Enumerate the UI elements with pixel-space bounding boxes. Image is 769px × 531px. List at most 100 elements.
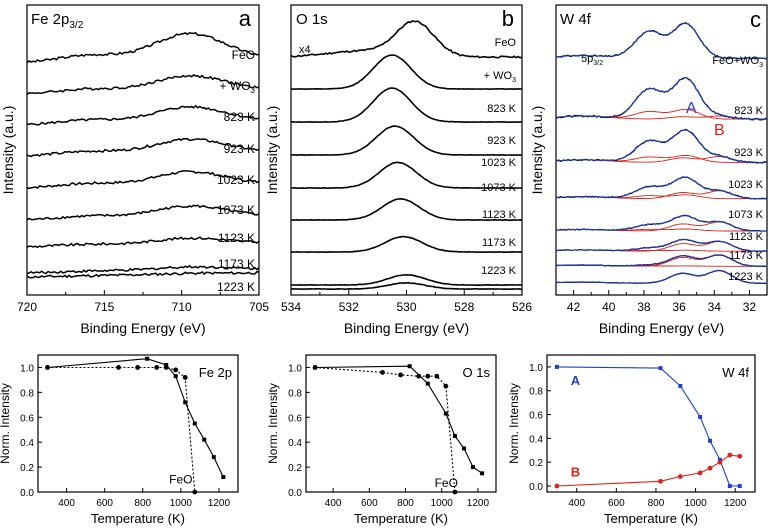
panel-c-series-label: 1023 K (728, 179, 764, 191)
trend-fe-ytick-label: 1.0 (20, 363, 34, 374)
trend-fe-point-FeO (45, 365, 50, 370)
panel-c-title: W 4f (560, 11, 592, 28)
trend-o-point-solid (443, 411, 448, 416)
panel-a-spectrum-8 (26, 271, 260, 279)
panel-c-envelope-4 (556, 215, 767, 232)
trend-fe-point-solid (211, 455, 216, 460)
trend-o-point-solid (407, 364, 412, 369)
trend-o-point-FeO (312, 365, 318, 370)
trend-w-xtick-label: 1000 (684, 498, 707, 509)
panel-c-ylabel: Intensity (a.u.) (529, 106, 545, 195)
panel-c-envelope-6 (556, 254, 767, 267)
trend-fe-line-solid (47, 358, 224, 478)
trend-w-point-B (717, 459, 723, 465)
trend-fe-xtick-label: 600 (96, 498, 113, 509)
panel-a-spectrum-3 (26, 137, 260, 158)
trend-o-xtick-label: 1200 (467, 498, 490, 509)
trend-o-point-solid (471, 465, 476, 470)
trend-fe-ytick-label: 0.4 (20, 438, 34, 449)
panel-b-spectrum-7 (291, 273, 523, 287)
panel-c-envelope-7 (556, 269, 767, 284)
trend-w-ylabel: Norm. Intensity (507, 383, 521, 464)
trend-w-ytick-label: 1.0 (529, 363, 543, 374)
panel-b-series-label: + WO3 (484, 70, 516, 84)
trend-fe-ytick-label: 0.0 (20, 488, 34, 499)
trend-w-point-B (554, 483, 560, 489)
panel-c-xtick-label: 36 (672, 300, 686, 314)
trend-fe-point-FeO (173, 367, 179, 373)
trend-w-point-B (737, 453, 743, 459)
trend-fe-ytick-label: 0.2 (20, 463, 34, 474)
trend-fe-point-solid (192, 421, 197, 426)
panel-b-spectrum-6 (290, 235, 523, 254)
trend-o-ylabel: Norm. Intensity (266, 383, 280, 464)
panel-b-series-label: 1023 K (481, 157, 517, 169)
trend-o-xtick-label: 1000 (431, 498, 454, 509)
panel-c-xlabel: Binding Energy (eV) (599, 320, 724, 336)
trend-o-point-FeO (416, 373, 422, 379)
panel-c-series-label: 1173 K (729, 250, 764, 262)
trend-fe-point-solid (145, 356, 150, 361)
trend-w-point-A (678, 383, 683, 388)
panel-b-spectrum-5 (290, 197, 523, 222)
panel-c-series-label: 823 K (734, 105, 763, 117)
trend-w-xtick-label: 400 (568, 498, 585, 509)
trend-w-point-B (727, 452, 733, 458)
panel-b-xtick-label: 528 (454, 300, 474, 314)
trend-fe-point-FeO (135, 365, 141, 370)
panel-b-series-label: 1123 K (482, 209, 517, 221)
trend-o-xtick-label: 600 (361, 498, 378, 509)
trend-w-line-A (556, 366, 740, 487)
trend-o-point-FeO (425, 373, 431, 379)
trend-fe-xtick-label: 1000 (170, 498, 193, 509)
panel-a-xlabel: Binding Energy (eV) (80, 320, 205, 336)
panel-c-xtick-label: 32 (743, 300, 757, 314)
trend-w-point-B (658, 478, 663, 484)
trend-w-point-B (707, 465, 713, 471)
trend-o-ytick-label: 0.0 (288, 488, 302, 499)
trend-fe-ytick-label: 0.8 (20, 388, 34, 399)
trend-o-point-FeO (398, 372, 404, 378)
trend-o-point-FeO (380, 370, 385, 375)
panel-c-envelope-2 (556, 129, 767, 163)
trend-fe-point-solid (173, 374, 178, 379)
panel-b-title: O 1s (296, 11, 328, 28)
trend-fe-point-FeO (163, 365, 169, 370)
trend-o-point-solid (425, 381, 430, 386)
trend-o-point-solid (480, 471, 485, 476)
trend-w-xtick-label: 1200 (724, 498, 747, 509)
trend-o-xtick-label: 800 (397, 498, 414, 509)
trend-w-annotation-A: A (571, 373, 581, 388)
panel-b-spectrum-2 (290, 87, 523, 124)
trend-fe-ytick-label: 0.6 (20, 413, 34, 424)
trend-w-ytick-label: 0.0 (529, 482, 543, 493)
trend-o-ytick-label: 0.8 (288, 388, 302, 399)
trend-w-xtick-label: 800 (648, 498, 665, 509)
panel-c-xtick-label: 42 (567, 300, 581, 314)
trend-w-point-A (658, 366, 663, 371)
panel-b-spectrum-0 (290, 20, 523, 59)
trend-fe-frame (37, 354, 239, 493)
panel-c-annotation-B: B (714, 122, 725, 139)
trend-w-xlabel: Temperature (K) (604, 511, 698, 526)
trend-w-xtick-label: 600 (608, 498, 625, 509)
trend-fe-xtick-label: 1200 (208, 498, 231, 509)
panel-a-ylabel: Intensity (a.u.) (0, 106, 16, 195)
panel-a-spectrum-5 (26, 204, 260, 221)
panel-c-xtick-label: 34 (708, 300, 722, 314)
trend-w-ytick-label: 0.6 (529, 411, 543, 422)
panel-b-scale-note: x4 (299, 44, 311, 56)
panel-b-xtick-label: 532 (339, 300, 359, 314)
panel-a-xtick-label: 710 (172, 300, 192, 314)
trend-w-label: W 4f (722, 365, 749, 380)
trend-fe-xlabel: Temperature (K) (91, 511, 185, 526)
panel-b-xtick-label: 534 (281, 300, 301, 314)
panel-a-series-label: 1073 K (217, 203, 255, 217)
panel-b-xtick-label: 526 (512, 300, 532, 314)
trend-w-ytick-label: 0.4 (529, 434, 543, 445)
panel-c-letter: c (750, 7, 761, 32)
panel-a-xtick-label: 720 (17, 300, 37, 314)
panel-a-series-label: FeO (232, 48, 255, 62)
trend-fe-point-solid (164, 362, 169, 367)
trend-fe-point-FeO (154, 365, 160, 370)
